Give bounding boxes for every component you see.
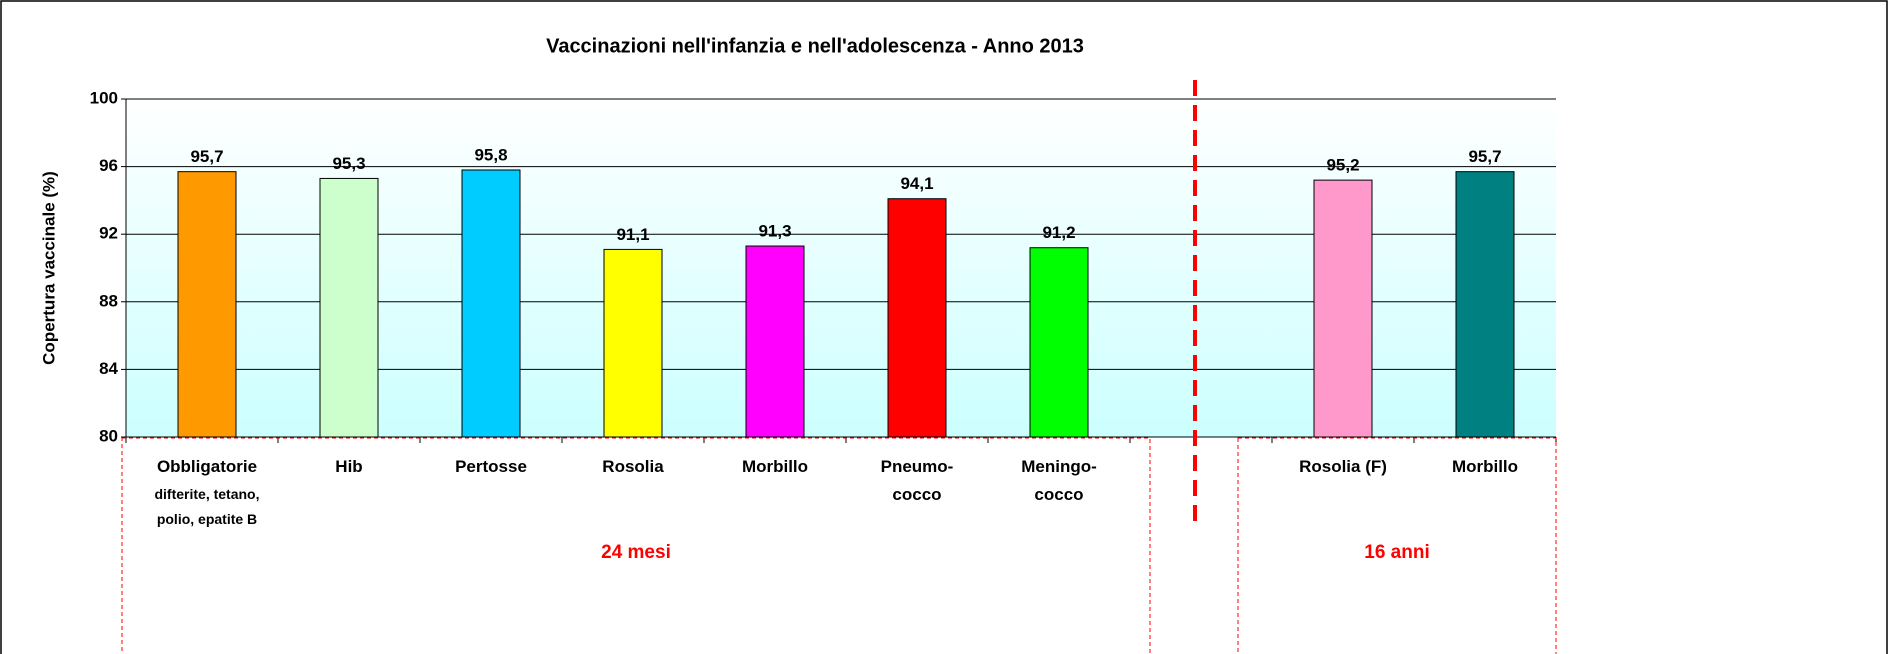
bar bbox=[1455, 171, 1515, 438]
data-label: 91,3 bbox=[758, 222, 791, 241]
data-label: 91,1 bbox=[616, 225, 649, 244]
data-label: 91,2 bbox=[1042, 223, 1075, 242]
bar bbox=[887, 198, 947, 438]
data-label: 95,7 bbox=[1468, 147, 1501, 166]
bar bbox=[461, 169, 521, 438]
data-label: 95,3 bbox=[332, 154, 365, 173]
group-box bbox=[1237, 437, 1557, 654]
x-tick-label: Rosolia bbox=[602, 457, 664, 476]
y-tick-label: 88 bbox=[99, 291, 118, 310]
y-tick-label: 92 bbox=[99, 224, 118, 243]
data-label: 95,7 bbox=[190, 147, 223, 166]
group-label: 24 mesi bbox=[601, 542, 671, 563]
x-tick-label: Pertosse bbox=[455, 457, 527, 476]
x-tick-label: Pneumo-cocco bbox=[881, 457, 954, 504]
data-label: 95,8 bbox=[474, 145, 507, 164]
group-label: 16 anni bbox=[1364, 542, 1429, 563]
chart-title: Vaccinazioni nell'infanzia e nell'adoles… bbox=[546, 35, 1084, 57]
x-tick-label: Hib bbox=[335, 457, 362, 476]
x-tick-label: Obbligatorie bbox=[157, 457, 257, 476]
bar bbox=[1313, 179, 1373, 438]
category-note: difterite, tetano, polio, epatite B bbox=[154, 486, 259, 527]
bar bbox=[1029, 247, 1089, 438]
group-box bbox=[121, 437, 1151, 654]
y-tick-label: 84 bbox=[99, 359, 118, 378]
bar bbox=[319, 177, 379, 438]
bar bbox=[745, 245, 805, 438]
x-tick-label: Morbillo bbox=[1452, 457, 1518, 476]
x-tick-label: Rosolia (F) bbox=[1299, 457, 1387, 476]
y-tick-label: 80 bbox=[99, 426, 118, 445]
bar bbox=[603, 248, 663, 438]
bar bbox=[177, 171, 237, 438]
y-tick-label: 100 bbox=[90, 88, 118, 107]
data-label: 95,2 bbox=[1326, 156, 1359, 175]
x-tick-label: Morbillo bbox=[742, 457, 808, 476]
x-tick-label: Meningo-cocco bbox=[1021, 457, 1097, 504]
y-axis-label: Copertura vaccinale (%) bbox=[39, 171, 58, 365]
y-tick-label: 96 bbox=[99, 156, 118, 175]
data-label: 94,1 bbox=[900, 174, 933, 193]
